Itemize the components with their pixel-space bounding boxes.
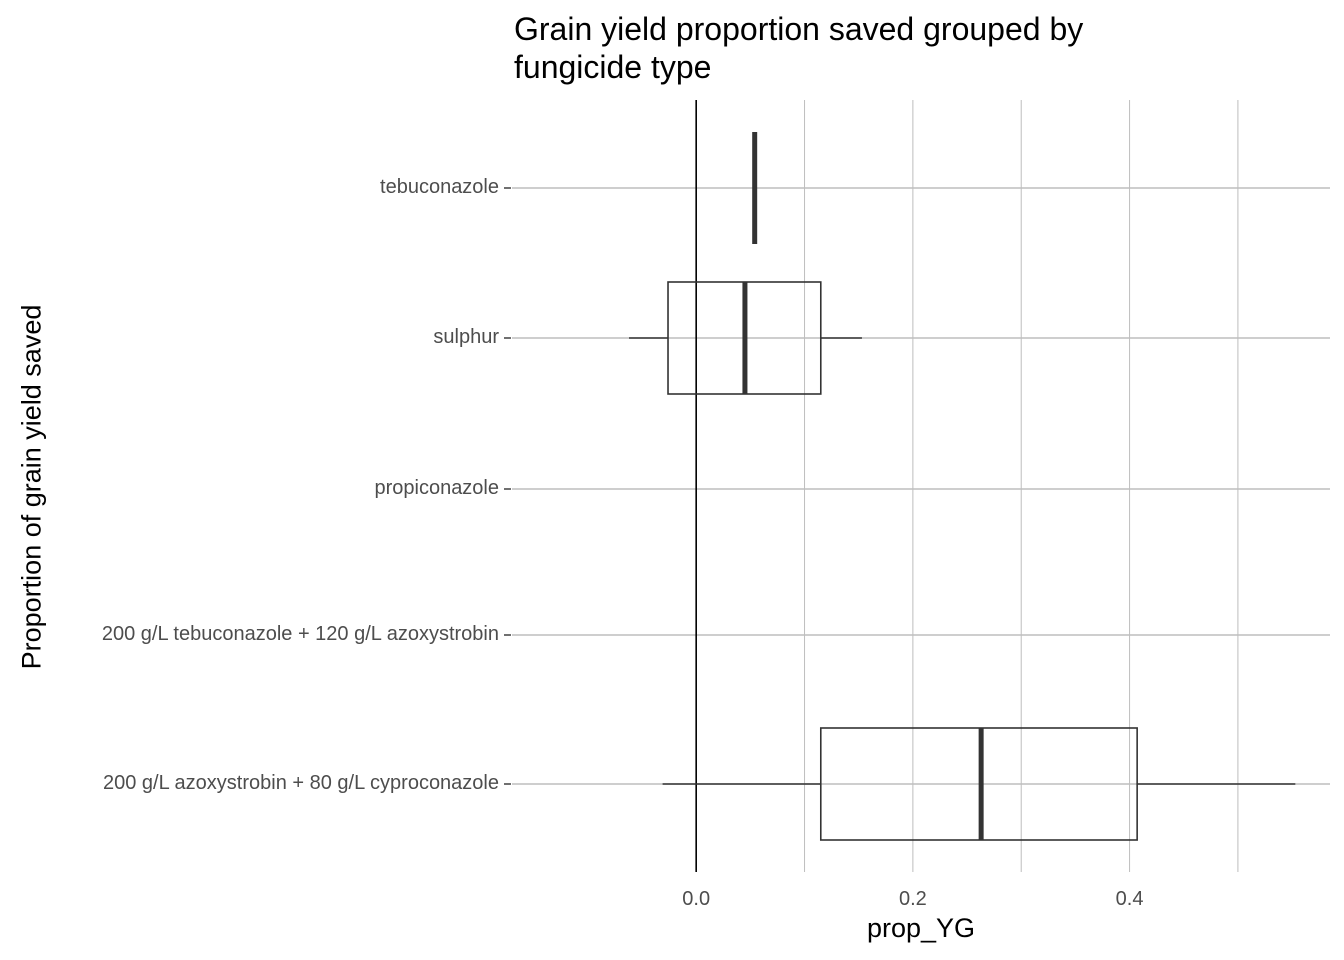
x-axis-title: prop_YG	[866, 913, 976, 943]
category-label: tebuconazole	[380, 176, 499, 198]
category-label: 200 g/L azoxystrobin + 80 g/L cyproconaz…	[103, 772, 499, 794]
x-tick-label: 0.2	[898, 888, 927, 910]
category-label: sulphur	[433, 326, 499, 348]
y-axis-title: Proportion of grain yield saved	[16, 304, 47, 670]
category-label: 200 g/L tebuconazole + 120 g/L azoxystro…	[101, 623, 499, 645]
x-tick-label: 0.4	[1115, 888, 1144, 910]
x-tick-label: 0.0	[682, 888, 711, 910]
category-label: propiconazole	[374, 477, 499, 499]
chart-title: Grain yield proportion saved grouped by …	[514, 11, 1084, 85]
